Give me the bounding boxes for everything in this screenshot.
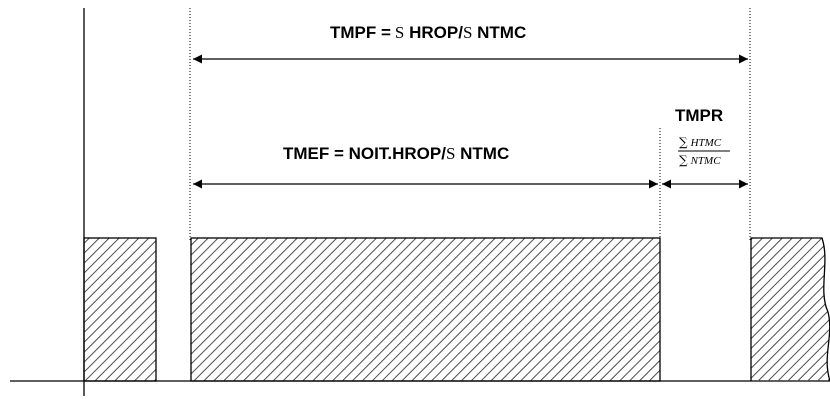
tmef-tail: NTMC: [455, 144, 509, 163]
operation-block-main: [190, 237, 661, 382]
fraction-denominator: ∑ NTMC: [679, 153, 721, 167]
tmpf-sigma-1: S: [395, 23, 404, 42]
tmef-label: TMEF = NOIT.HROP/S NTMC: [283, 144, 509, 163]
tmpf-mid: HROP/: [404, 23, 463, 42]
tmpf-lead: TMPF =: [330, 23, 391, 42]
tmef-sigma: S: [446, 144, 455, 163]
tmef-lead: TMEF = NOIT.HROP/: [283, 144, 446, 163]
tmpr-label: TMPR: [675, 106, 723, 125]
operation-block-next: [750, 237, 830, 382]
numerator-text: HTMC: [690, 137, 722, 149]
tmpf-tail: NTMC: [472, 23, 526, 42]
tmpf-label: TMPF = S HROP/S NTMC: [330, 23, 526, 42]
tmpf-sigma-2: S: [463, 23, 472, 42]
sum-symbol-denominator: ∑: [679, 153, 688, 167]
fraction-numerator: ∑ HTMC: [679, 135, 722, 149]
operation-block-previous: [83, 237, 157, 382]
sum-symbol-numerator: ∑: [679, 135, 688, 149]
denominator-text: NTMC: [690, 155, 722, 167]
